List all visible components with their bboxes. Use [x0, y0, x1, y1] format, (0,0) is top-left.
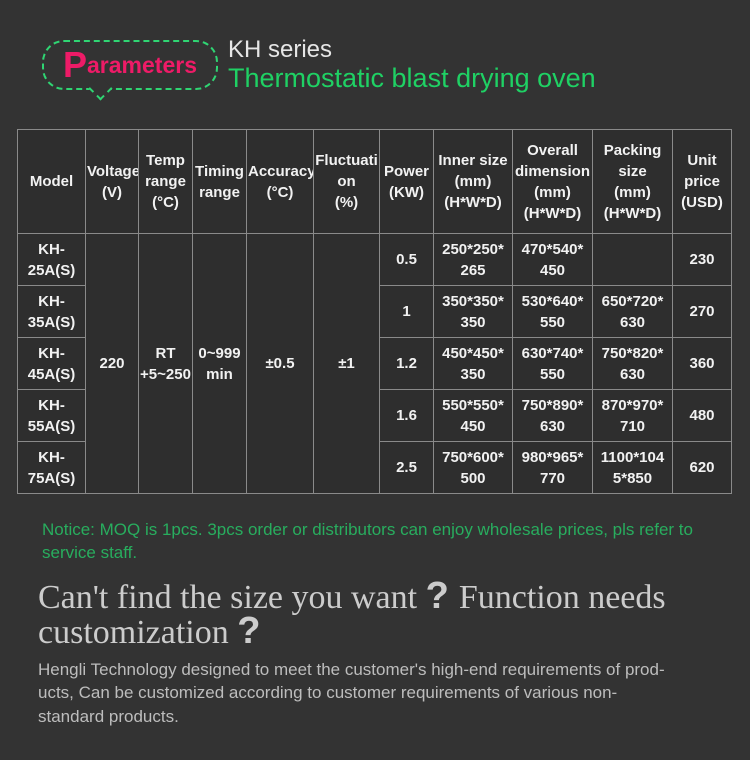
product-subtitle: Thermostatic blast drying oven [228, 63, 596, 94]
customization-body-line: ucts, Can be customized according to cus… [38, 683, 618, 703]
col-header-overall-dimension: Overall dimension (mm) (H*W*D) [512, 129, 593, 234]
title-block: KH series Thermostatic blast drying oven [228, 37, 596, 93]
col-header-timing-range: Timing range [192, 129, 247, 234]
heading-text: customization [38, 614, 238, 651]
heading-text: Can't find the size you want [38, 579, 426, 616]
cell-overall-dimension: 470*540* 450 [512, 233, 593, 286]
cell-unit-price: 230 [672, 233, 732, 286]
table-row: KH- 55A(S) 1.6 550*550* 450 750*890* 630… [17, 389, 732, 442]
col-header-accuracy: Accuracy (°C) [246, 129, 314, 234]
moq-notice: Notice: MOQ is 1pcs. 3pcs order or distr… [42, 518, 693, 565]
cell-unit-price: 620 [672, 441, 732, 494]
cell-model: KH- 55A(S) [17, 389, 86, 442]
cell-power: 0.5 [379, 233, 434, 286]
table-header-row: Model Voltage (V) Temp range (°C) Timing… [17, 129, 732, 234]
table-row: KH- 35A(S) 1 350*350* 350 530*640* 550 6… [17, 285, 732, 338]
cell-power: 2.5 [379, 441, 434, 494]
table-row: KH- 75A(S) 2.5 750*600* 500 980*965* 770… [17, 441, 732, 494]
parameters-badge-label: Parameters [63, 47, 197, 83]
col-header-temp-range: Temp range (°C) [138, 129, 193, 234]
cell-model: KH- 35A(S) [17, 285, 86, 338]
cell-voltage-shared: 220 [85, 233, 139, 494]
heading-text: Function needs [458, 579, 666, 616]
col-header-model: Model [17, 129, 86, 234]
col-header-fluctuation: Fluctuati on (%) [313, 129, 380, 234]
table-row: KH- 25A(S) 220 RT +5~250 0~999 min ±0.5 … [17, 233, 732, 494]
parameters-badge-rest: arameters [87, 52, 197, 78]
cell-model: KH- 45A(S) [17, 337, 86, 390]
cell-inner-size: 450*450* 350 [433, 337, 513, 390]
customization-body: Hengli Technology designed to meet the c… [38, 658, 665, 728]
cell-accuracy-shared: ±0.5 [246, 233, 314, 494]
cell-power: 1.6 [379, 389, 434, 442]
customization-body-line: standard products. [38, 706, 179, 726]
moq-notice-line: Notice: MOQ is 1pcs. 3pcs order or distr… [42, 520, 693, 539]
parameters-badge-initial: P [63, 44, 88, 85]
question-mark: ? [237, 610, 261, 652]
series-title: KH series [228, 36, 333, 63]
cell-power: 1.2 [379, 337, 434, 390]
cell-unit-price: 270 [672, 285, 732, 338]
col-header-power: Power (KW) [379, 129, 434, 234]
cell-unit-price: 360 [672, 337, 732, 390]
cell-inner-size: 350*350* 350 [433, 285, 513, 338]
cell-packing-size: 650*720* 630 [592, 285, 673, 338]
cell-packing-size: 1100*104 5*850 [592, 441, 673, 494]
cell-inner-size: 750*600* 500 [433, 441, 513, 494]
cell-overall-dimension: 530*640* 550 [512, 285, 593, 338]
customization-heading-line1: Can't find the size you want ? Function n… [38, 577, 728, 616]
cell-fluctuation-shared: ±1 [313, 233, 380, 494]
cell-temp-range-shared: RT +5~250 [138, 233, 193, 494]
customization-heading-line2: customization ? [38, 612, 728, 651]
col-header-unit-price: Unit price (USD) [672, 129, 732, 234]
col-header-inner-size: Inner size (mm) (H*W*D) [433, 129, 513, 234]
cell-overall-dimension: 630*740* 550 [512, 337, 593, 390]
moq-notice-line: service staff. [42, 543, 138, 563]
cell-packing-size [592, 233, 673, 286]
cell-overall-dimension: 750*890* 630 [512, 389, 593, 442]
col-header-voltage: Voltage (V) [85, 129, 139, 234]
cell-packing-size: 750*820* 630 [592, 337, 673, 390]
cell-inner-size: 250*250* 265 [433, 233, 513, 286]
question-mark: ? [425, 575, 449, 617]
cell-model: KH- 25A(S) [17, 233, 86, 286]
customization-body-line: Hengli Technology designed to meet the c… [38, 660, 665, 679]
cell-power: 1 [379, 285, 434, 338]
cell-overall-dimension: 980*965* 770 [512, 441, 593, 494]
parameters-badge: Parameters [42, 40, 218, 101]
cell-inner-size: 550*550* 450 [433, 389, 513, 442]
cell-model: KH- 75A(S) [17, 441, 86, 494]
cell-packing-size: 870*970* 710 [592, 389, 673, 442]
customization-heading: Can't find the size you want ? Function n… [38, 577, 728, 651]
cell-unit-price: 480 [672, 389, 732, 442]
cell-timing-range-shared: 0~999 min [192, 233, 247, 494]
col-header-packing-size: Packing size (mm) (H*W*D) [592, 129, 673, 234]
spec-table: Model Voltage (V) Temp range (°C) Timing… [17, 129, 732, 494]
table-row: KH- 45A(S) 1.2 450*450* 350 630*740* 550… [17, 337, 732, 390]
